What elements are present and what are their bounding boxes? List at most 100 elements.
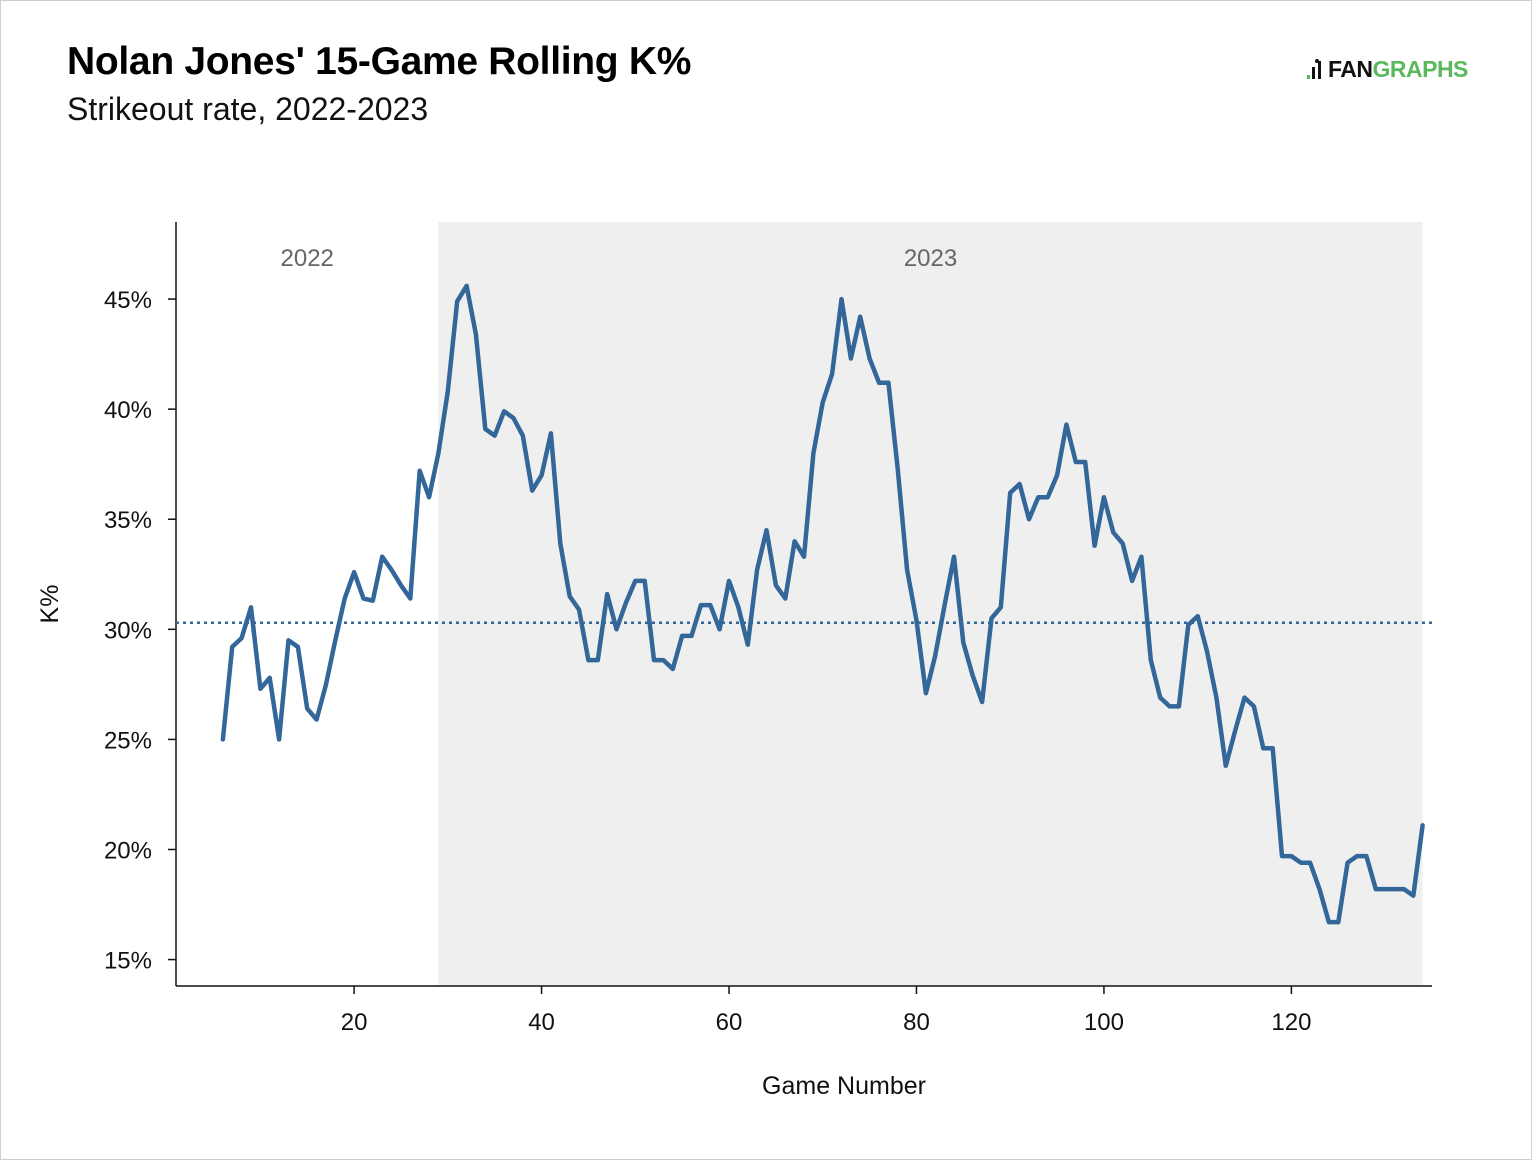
k-rate-point — [643, 579, 647, 583]
k-rate-point — [1186, 623, 1190, 627]
k-rate-point — [1055, 473, 1059, 477]
k-rate-point — [352, 570, 356, 574]
k-rate-point — [1177, 704, 1181, 708]
k-rate-point — [924, 691, 928, 695]
logo-text-fan: FAN — [1328, 56, 1373, 82]
k-rate-point — [830, 372, 834, 376]
k-rate-point — [1261, 746, 1265, 750]
x-tick-label: 40 — [528, 1009, 555, 1036]
k-rate-point — [521, 434, 525, 438]
k-rate-point — [1046, 495, 1050, 499]
k-rate-point — [1027, 517, 1031, 521]
k-rate-point — [315, 718, 319, 722]
region-label-2022: 2022 — [281, 245, 334, 272]
chart-axes — [168, 222, 1432, 994]
k-rate-point — [1346, 861, 1350, 865]
k-rate-point — [1205, 649, 1209, 653]
x-tick-label: 80 — [903, 1009, 930, 1036]
region-label-2023: 2023 — [904, 245, 957, 272]
k-rate-point — [230, 645, 234, 649]
logo-text-graphs: GRAPHS — [1372, 56, 1469, 82]
k-rate-point — [821, 401, 825, 405]
k-rate-point — [1083, 460, 1087, 464]
y-tick-label: 40% — [104, 397, 152, 424]
k-rate-point — [671, 667, 675, 671]
k-rate-point — [455, 299, 459, 303]
k-rate-point — [765, 528, 769, 532]
k-rate-point — [718, 627, 722, 631]
k-rate-point — [427, 495, 431, 499]
k-rate-point — [1289, 854, 1293, 858]
k-rate-point — [1008, 491, 1012, 495]
k-rate-point — [296, 645, 300, 649]
k-rate-point — [1121, 541, 1125, 545]
k-rate-point — [483, 427, 487, 431]
y-tick-label: 25% — [104, 727, 152, 754]
k-rate-point — [221, 737, 225, 741]
k-rate-point — [1074, 460, 1078, 464]
k-rate-point — [1252, 704, 1256, 708]
x-axis-title: Game Number — [762, 1072, 926, 1100]
k-rate-point — [530, 489, 534, 493]
k-rate-point — [933, 654, 937, 658]
k-rate-point — [446, 390, 450, 394]
k-rate-point — [868, 357, 872, 361]
k-rate-point — [755, 568, 759, 572]
k-rate-point — [615, 627, 619, 631]
k-rate-point — [802, 555, 806, 559]
k-rate-point — [240, 636, 244, 640]
k-rate-point — [783, 596, 787, 600]
k-rate-point — [268, 676, 272, 680]
y-tick-label: 15% — [104, 948, 152, 975]
k-rate-point — [333, 638, 337, 642]
k-rate-point — [877, 381, 881, 385]
k-rate-point — [1196, 614, 1200, 618]
k-rate-point — [849, 357, 853, 361]
k-rate-point — [399, 583, 403, 587]
k-rate-point — [408, 596, 412, 600]
k-rate-point — [961, 641, 965, 645]
k-rate-point — [558, 541, 562, 545]
x-tick-label: 20 — [341, 1009, 368, 1036]
k-rate-point — [1336, 920, 1340, 924]
k-rate-point — [839, 297, 843, 301]
k-rate-point — [493, 434, 497, 438]
fangraphs-logo-icon — [1307, 58, 1321, 79]
k-rate-point — [1102, 495, 1106, 499]
k-rate-point — [305, 707, 309, 711]
k-rate-series-line — [220, 283, 1425, 925]
y-tick-label: 20% — [104, 837, 152, 864]
k-rate-point — [680, 634, 684, 638]
series-layer — [220, 283, 1425, 925]
k-rate-point — [1018, 482, 1022, 486]
k-rate-point — [324, 682, 328, 686]
k-rate-point — [511, 416, 515, 420]
k-rate-point — [1411, 894, 1415, 898]
x-tick-label: 60 — [716, 1009, 743, 1036]
k-rate-point — [568, 594, 572, 598]
k-rate-point — [1243, 696, 1247, 700]
k-rate-point — [605, 592, 609, 596]
k-rate-point — [1139, 555, 1143, 559]
k-rate-point — [436, 451, 440, 455]
k-rate-point — [633, 579, 637, 583]
k-rate-point — [989, 616, 993, 620]
y-tick-label: 45% — [104, 287, 152, 314]
k-rate-point — [380, 555, 384, 559]
k-rate-point — [1271, 746, 1275, 750]
k-rate-point — [371, 599, 375, 603]
k-rate-point — [999, 605, 1003, 609]
k-rate-point — [774, 583, 778, 587]
k-rate-point — [1364, 854, 1368, 858]
k-rate-point — [1402, 887, 1406, 891]
k-rate-point — [1130, 579, 1134, 583]
k-rate-point — [1036, 495, 1040, 499]
fangraphs-logo: FAN GRAPHS — [1306, 56, 1468, 83]
k-rate-point — [727, 579, 731, 583]
k-rate-point — [1308, 861, 1312, 865]
k-rate-point — [258, 687, 262, 691]
k-rate-point — [1168, 704, 1172, 708]
k-rate-point — [1318, 887, 1322, 891]
k-rate-point — [418, 469, 422, 473]
k-rate-point — [361, 596, 365, 600]
